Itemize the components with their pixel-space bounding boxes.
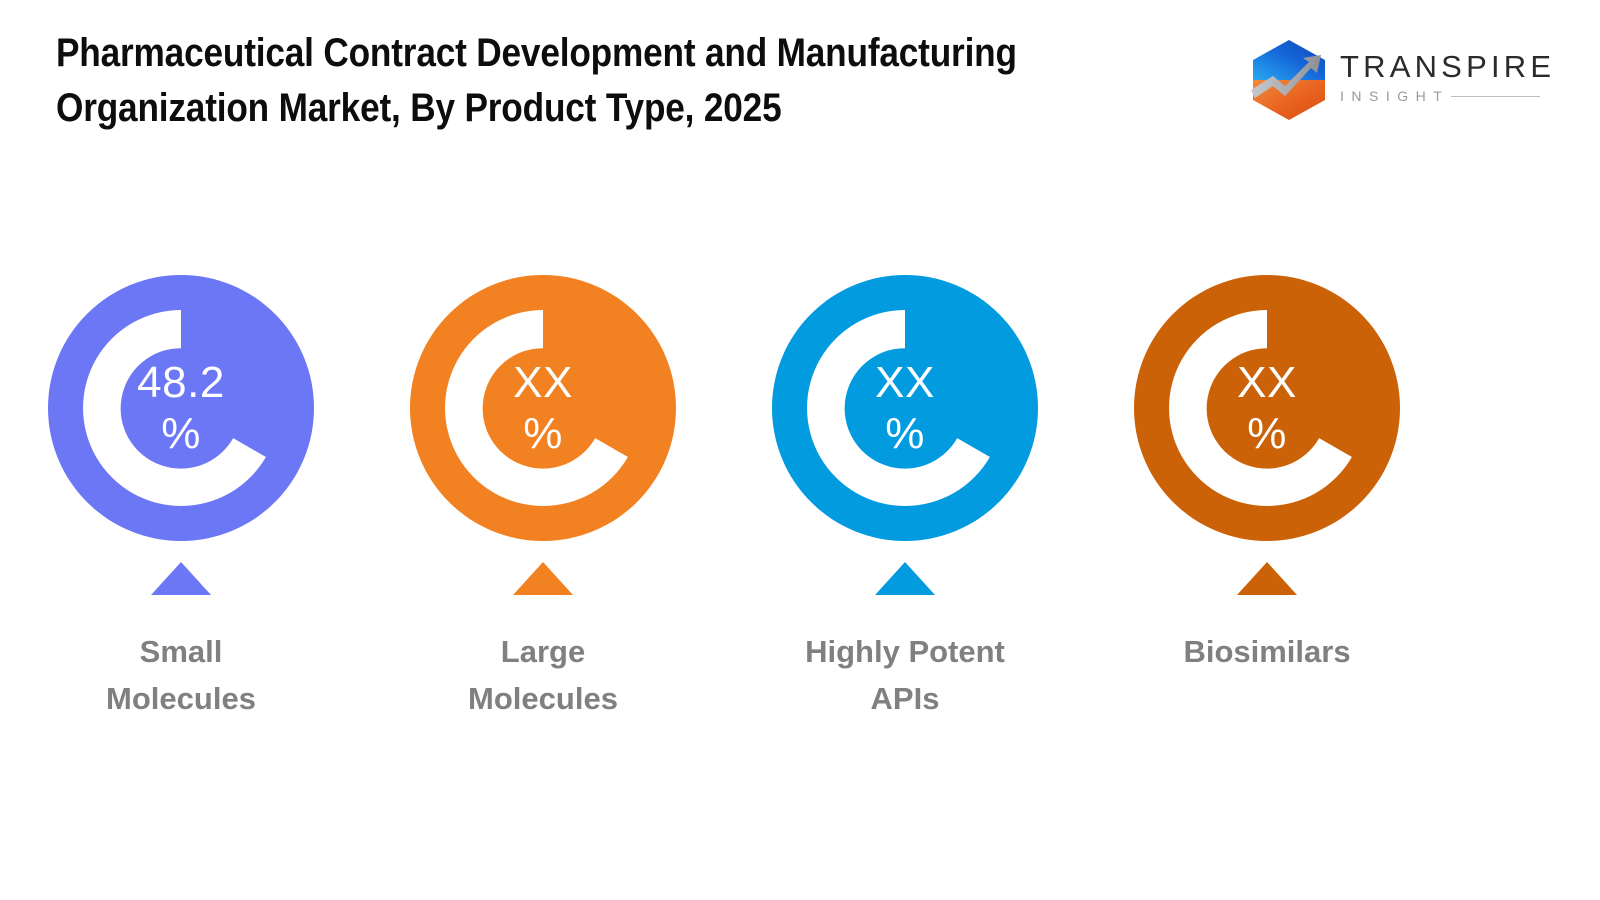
- donut-label-1: Small Molecules: [106, 634, 256, 716]
- donut-svg-2: [410, 275, 676, 541]
- triangle-up-marker-icon-1: [151, 562, 211, 595]
- donut-svg-4: [1134, 275, 1400, 541]
- triangle-up-marker-icon-4: [1237, 562, 1297, 595]
- triangle-up-marker-icon-2: [513, 562, 573, 595]
- logo-tagline: INSIGHT: [1340, 88, 1450, 104]
- transpire-hexagon-arrow-icon: [1243, 34, 1335, 126]
- donut-chart-3[interactable]: XX %: [772, 275, 1038, 541]
- donut-svg-1: [48, 275, 314, 541]
- donut-label-4: Biosimilars: [1183, 634, 1351, 669]
- logo-name: TRANSPIRE: [1340, 49, 1556, 84]
- donut-item-biosimilars[interactable]: XX % Biosimilars: [1086, 275, 1448, 722]
- donut-label-3: Highly Potent APIs: [805, 634, 1005, 716]
- page-title: Pharmaceutical Contract Development and …: [56, 31, 1017, 130]
- donut-label-2: Large Molecules: [468, 634, 618, 716]
- donut-chart-1[interactable]: 48.2 %: [48, 275, 314, 541]
- header: Pharmaceutical Contract Development and …: [0, 0, 1600, 150]
- donut-chart-2[interactable]: XX %: [410, 275, 676, 541]
- donut-item-large-molecules[interactable]: XX % Large Molecules: [362, 275, 724, 722]
- donut-chart-4[interactable]: XX %: [1134, 275, 1400, 541]
- logo-divider-rule: [1451, 95, 1540, 97]
- donut-svg-3: [772, 275, 1038, 541]
- donut-item-highly-potent-apis[interactable]: XX % Highly Potent APIs: [724, 275, 1086, 722]
- triangle-up-marker-icon-3: [875, 562, 935, 595]
- brand-logo: TRANSPIRE INSIGHT: [1243, 32, 1556, 127]
- logo-subtitle-row: INSIGHT: [1340, 88, 1540, 104]
- logo-wordmark: TRANSPIRE INSIGHT: [1340, 49, 1556, 105]
- donut-chart-row: 48.2 % Small Molecules XX % Large Molecu…: [0, 275, 1600, 722]
- donut-item-small-molecules[interactable]: 48.2 % Small Molecules: [0, 275, 362, 722]
